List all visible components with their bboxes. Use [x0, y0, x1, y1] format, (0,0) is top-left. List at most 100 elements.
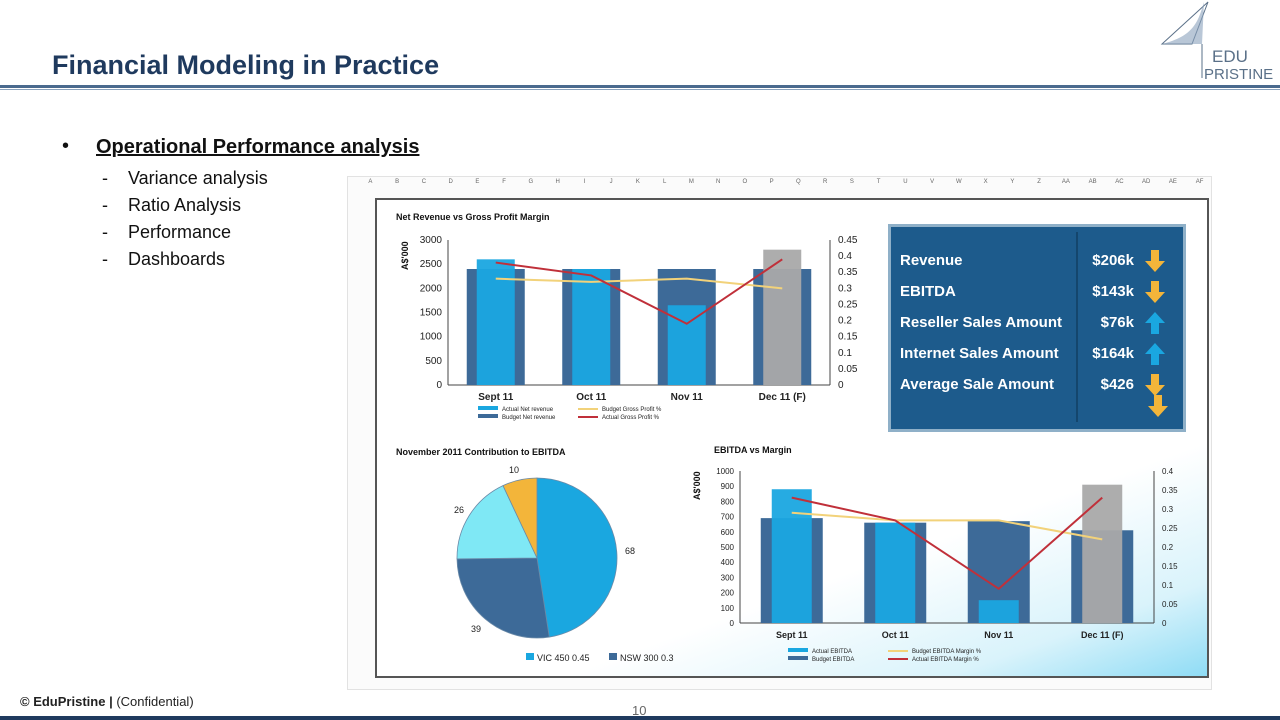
legend-label: Budget Gross Profit % [602, 407, 662, 413]
y-tick-label: 1500 [420, 308, 443, 319]
column-header: K [636, 179, 640, 185]
actual-margin-line [495, 258, 783, 325]
legend-swatch [788, 648, 808, 652]
y2-tick-label: 0.35 [838, 267, 858, 278]
kpi-row: Revenue $206k [900, 249, 1170, 275]
slide-title: Financial Modeling in Practice [52, 50, 440, 80]
y2-tick-label: 0.45 [838, 235, 858, 246]
category-label: Sept 11 [478, 392, 513, 403]
category-label: Nov 11 [984, 630, 1013, 640]
y-tick-label: 200 [721, 589, 735, 598]
sub-bullet: - Dashboards [102, 249, 226, 269]
y-tick-label: 1000 [716, 467, 734, 476]
column-header: M [689, 179, 694, 185]
y2-tick-label: 0.05 [1162, 600, 1178, 609]
column-header: AB [1089, 179, 1097, 185]
column-header: C [422, 179, 427, 185]
actual-bar [476, 259, 515, 385]
pie-legend-nsw: NSW 300 0.3 [620, 653, 674, 663]
budget-margin-line [791, 511, 1103, 541]
column-header: D [448, 179, 453, 185]
pie-slice [502, 477, 538, 559]
y-tick-label: 2500 [420, 259, 443, 270]
actual-bar [1082, 484, 1123, 623]
kpi-value: $143k [1092, 283, 1134, 300]
logo-line2: PRISTINE [1204, 66, 1273, 83]
pie-data-label: 10 [509, 465, 519, 475]
legend-label: Actual Net revenue [502, 407, 554, 413]
y2-tick-label: 0.3 [838, 283, 852, 294]
pie-slice [456, 557, 550, 639]
actual-bar [763, 249, 802, 385]
y-tick-label: 600 [721, 528, 735, 537]
legend-swatch [788, 656, 808, 660]
footer-confidential: (Confidential) [116, 694, 194, 709]
ebitda-margin-chart: EBITDA vs Margin A$'000 0 100 200 300 400 500… [692, 445, 1178, 663]
kpi-label: Average Sale Amount [900, 376, 1054, 393]
arrow-up-icon [1145, 343, 1165, 365]
kpi-row: EBITDA $143k [900, 280, 1170, 306]
y-tick-label: 900 [721, 482, 735, 491]
pie-legend-swatch [526, 653, 534, 660]
column-header: H [555, 179, 559, 185]
y2-tick-label: 0.2 [1162, 543, 1174, 552]
chart1-title: Net Revenue vs Gross Profit Margin [396, 212, 550, 222]
chart3-ylabel: A$'000 [692, 471, 702, 500]
column-header: Q [796, 179, 801, 185]
y-tick-label: 500 [425, 356, 442, 367]
y2-tick-label: 0.15 [838, 332, 858, 343]
column-header: Z [1037, 179, 1041, 185]
pie-title: November 2011 Contribution to EBITDA [396, 447, 566, 457]
sub-bullet: - Ratio Analysis [102, 195, 242, 215]
y2-tick-label: 0.4 [838, 251, 852, 262]
column-header: G [529, 179, 534, 185]
legend-label: Budget Net revenue [502, 415, 556, 421]
pie-data-label: 68 [625, 546, 635, 556]
arrow-down-icon [1145, 281, 1165, 303]
legend-label: Actual EBITDA Margin % [912, 657, 979, 663]
y-tick-label: 3000 [420, 235, 443, 246]
category-label: Dec 11 (F) [759, 392, 806, 403]
y2-tick-label: 0.1 [1162, 581, 1174, 590]
kpi-value: $164k [1092, 345, 1134, 362]
column-header: J [610, 179, 613, 185]
column-header: Y [1010, 179, 1014, 185]
bullet-list: • Operational Performance analysis - Vari… [62, 135, 419, 270]
pie-slice [536, 477, 618, 638]
y-tick-label: 300 [721, 573, 735, 582]
y2-tick-label: 0.4 [1162, 467, 1174, 476]
bottom-rule [0, 716, 1280, 720]
title-rule-thin [0, 89, 1280, 90]
actual-margin-line [791, 496, 1103, 591]
column-header: F [502, 179, 506, 185]
y-tick-label: 0 [730, 619, 735, 628]
bullet-main: Operational Performance analysis [96, 136, 420, 158]
column-header: AC [1115, 179, 1124, 185]
chart3-title: EBITDA vs Margin [714, 445, 792, 455]
category-label: Oct 11 [576, 392, 606, 403]
column-header: AD [1142, 179, 1151, 185]
kpi-row: Internet Sales Amount $164k [900, 342, 1170, 368]
column-header: T [877, 179, 881, 185]
actual-bar [875, 522, 916, 623]
edupristine-logo: EDU PRISTINE [1160, 1, 1273, 83]
legend-label: Budget EBITDA Margin % [912, 649, 982, 655]
y2-tick-label: 0.25 [838, 299, 858, 310]
category-label: Dec 11 (F) [1081, 630, 1124, 640]
kpi-divider [1076, 232, 1078, 422]
y-tick-label: 700 [721, 513, 735, 522]
legend-swatch [478, 414, 498, 418]
column-header: B [395, 179, 399, 185]
column-header: L [663, 179, 667, 185]
pie-legend-vic: VIC 450 0.45 [537, 653, 590, 663]
footer: © EduPristine | (Confidential) [20, 694, 194, 709]
footer-separator: | [109, 694, 113, 709]
column-header: X [984, 179, 988, 185]
column-header: P [770, 179, 774, 185]
column-header: R [823, 179, 828, 185]
column-header: I [584, 179, 586, 185]
y-tick-label: 400 [721, 558, 735, 567]
kpi-value: $76k [1100, 314, 1134, 331]
y2-tick-label: 0.1 [838, 348, 852, 359]
sub-bullet: - Performance [102, 222, 232, 242]
